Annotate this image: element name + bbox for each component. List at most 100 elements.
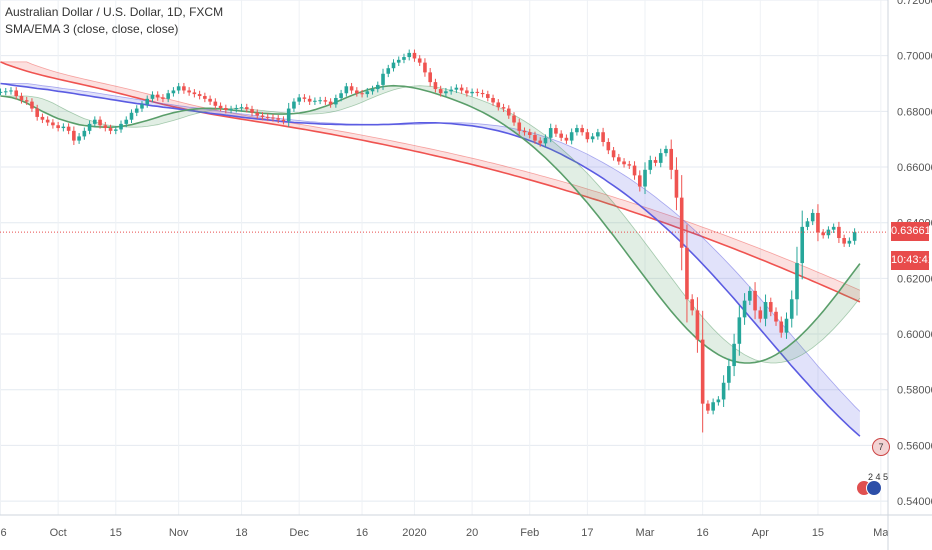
event-marker-bottom[interactable]: 2 4 5 (856, 472, 890, 498)
candle (286, 102, 291, 127)
candle (842, 234, 846, 247)
candle (543, 134, 548, 147)
candle-body (632, 165, 637, 176)
candle (732, 333, 736, 377)
candle-body (0, 91, 3, 93)
candle-body (658, 153, 663, 163)
candle (19, 92, 24, 104)
candle (716, 396, 721, 406)
candle-body (512, 115, 516, 123)
candle (391, 59, 396, 72)
candle-body (732, 343, 736, 367)
candle (197, 90, 202, 100)
candle (124, 116, 129, 128)
candle (795, 246, 799, 316)
candle-body (622, 161, 626, 165)
candle (522, 127, 527, 136)
candle-body (276, 118, 281, 120)
candle (51, 119, 55, 129)
candle (637, 170, 642, 192)
candle-body (386, 68, 391, 74)
candle (627, 160, 632, 169)
candle (323, 96, 328, 105)
candle (810, 209, 815, 226)
candle-body (596, 132, 600, 137)
candle (82, 127, 87, 140)
candle-body (19, 96, 24, 101)
candle-body (344, 86, 349, 94)
candle-body (313, 100, 317, 102)
candle-body (328, 101, 333, 105)
plot-background (0, 0, 888, 515)
candle-body (690, 299, 694, 311)
candle (758, 306, 763, 323)
candle-body (564, 137, 569, 141)
candle (134, 105, 139, 117)
candle-body (360, 93, 364, 95)
candle (423, 58, 427, 77)
candle-body (837, 226, 841, 239)
candle (150, 91, 155, 103)
candle (784, 312, 789, 339)
candle (658, 148, 663, 168)
candle-body (784, 318, 789, 333)
candle (244, 103, 249, 113)
candle (517, 118, 522, 135)
indicator-title[interactable]: SMA/EMA 3 (close, close, close) (5, 22, 179, 36)
candle-body (334, 97, 338, 105)
candle-body (176, 86, 181, 91)
candle-body (218, 105, 223, 109)
candle-body (601, 132, 605, 142)
candle-body (250, 109, 254, 113)
candle (611, 146, 616, 161)
event-marker-top[interactable]: 7 (872, 438, 890, 456)
candle-body (548, 128, 553, 138)
event-count-bottom: 2 4 5 (868, 472, 889, 482)
candle (313, 97, 317, 105)
candle-body (522, 130, 527, 133)
candle (617, 153, 621, 165)
candle-body (229, 109, 233, 111)
candle-body (224, 108, 228, 110)
candle-body (391, 62, 396, 69)
candle (454, 84, 459, 93)
candle (318, 96, 322, 105)
candle (103, 121, 108, 132)
candle-body (433, 82, 438, 90)
time-axis[interactable]: 16Oct15Nov18Dec16202020Feb17Mar16Apr15Ma (0, 514, 932, 539)
candle (800, 210, 805, 280)
candle-body (213, 101, 218, 106)
candle-body (208, 98, 212, 102)
candle (506, 105, 511, 119)
candle (569, 128, 574, 145)
candle-body (475, 91, 480, 93)
symbol-title[interactable]: Australian Dollar / U.S. Dollar, 1D, FXC… (5, 5, 224, 19)
chart-grid (0, 0, 888, 515)
time-tick-label: Feb (520, 527, 539, 539)
candle (648, 155, 653, 175)
candle-body (842, 238, 846, 244)
candle (276, 114, 281, 124)
candle (700, 310, 705, 433)
candle-body (61, 126, 66, 129)
candle (113, 126, 118, 135)
candle (182, 82, 186, 94)
candle-body (197, 94, 202, 97)
candle (805, 217, 810, 231)
candle (412, 49, 417, 62)
candle-body (155, 94, 160, 98)
candle-body (721, 382, 726, 400)
price-axis[interactable]: 0.720000.700000.680000.660000.640000.620… (887, 0, 932, 550)
candle (208, 95, 212, 105)
candle (30, 98, 34, 112)
candle (370, 85, 375, 95)
candle-body (56, 125, 60, 129)
candle (695, 297, 700, 353)
candle-body (617, 157, 621, 162)
candle-body (244, 107, 249, 110)
